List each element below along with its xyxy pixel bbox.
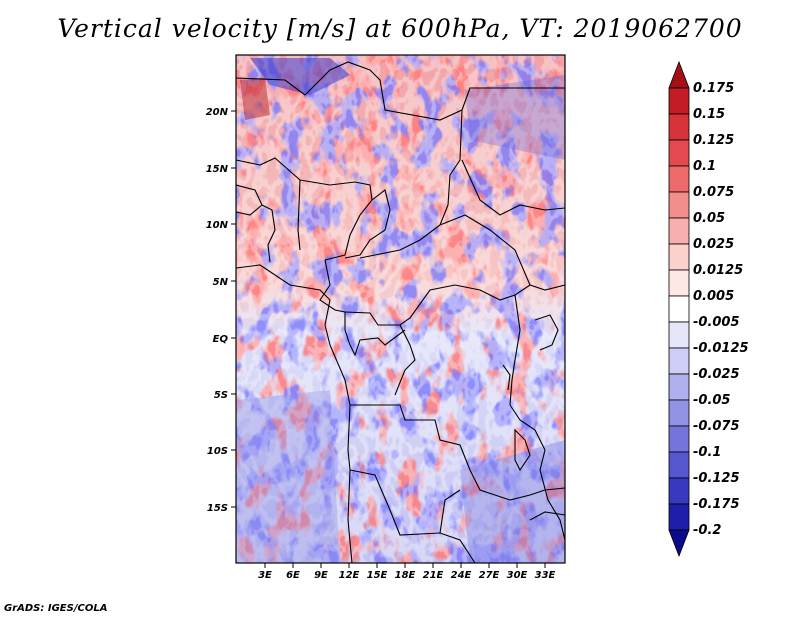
colorbar-swatch [668,477,690,505]
colorbar-level-label: -0.175 [693,497,740,512]
colorbar-level-label: -0.2 [693,523,721,538]
plot-frame [235,54,566,564]
colorbar-swatch [668,451,690,479]
colorbar-swatch [668,60,690,89]
x-tick-label: 3E [258,570,272,581]
colorbar-swatch [668,87,690,115]
y-tick-label: 5N [213,277,229,288]
y-tick-label: EQ [213,334,229,345]
colorbar-level-label: -0.025 [693,367,740,382]
colorbar-level-label: 0.0125 [693,263,743,278]
colorbar-level-label: -0.1 [693,445,721,460]
colorbar-swatch [668,113,690,141]
colorbar-level-label: -0.0125 [693,341,749,356]
y-tick-label: 15S [207,503,228,514]
x-tick-label: 12E [339,570,360,581]
colorbar-swatch [668,243,690,271]
x-tick-label: 9E [314,570,328,581]
colorbar-level-label: -0.005 [693,315,740,330]
colorbar-swatch [668,191,690,219]
colorbar-swatch [668,373,690,401]
colorbar-swatch [668,347,690,375]
dark-red-region-north [240,78,270,120]
colorbar-level-label: 0.15 [693,107,725,122]
x-tick-label: 6E [286,570,300,581]
y-tick-label: 10N [206,220,229,231]
colorbar-level-label: -0.05 [693,393,730,408]
x-tick-label: 27E [479,570,500,581]
colorbar-swatch [668,399,690,427]
colorbar-swatch [668,217,690,245]
colorbar-level-label: 0.005 [693,289,734,304]
colorbar-swatch [668,321,690,349]
footer-credit: GrADS: IGES/COLA [4,603,108,614]
colorbar-swatch [668,295,690,323]
colorbar-swatch [668,139,690,167]
x-tick-label: 24E [451,570,472,581]
colorbar-level-label: 0.05 [693,211,725,226]
colorbar-swatch [668,165,690,193]
x-tick-label: 21E [423,570,444,581]
y-tick-label: 15N [206,164,229,175]
country-borders [236,61,565,563]
axis-ticks: 3E 6E 9E 12E 15E 18E 21E 24E 27E 30E 33E 20N 15N 10N 5… [206,107,556,581]
x-tick-label: 18E [395,570,416,581]
y-tick-label: 5S [214,390,228,401]
colorbar-level-label: 0.175 [693,81,734,96]
colorbar: 0.175 0.15 0.125 0.1 0.075 0.05 0.025 0.0125 0.0… [668,60,749,558]
colorbar-level-label: 0.025 [693,237,734,252]
y-tick-label: 20N [206,107,229,118]
colorbar-level-label: 0.1 [693,159,716,174]
colorbar-swatch [668,503,690,531]
colorbar-level-label: 0.075 [693,185,734,200]
dark-blue-region-north [250,58,350,95]
x-tick-label: 15E [367,570,388,581]
colorbar-swatch [668,269,690,297]
colorbar-swatch [668,529,690,558]
x-tick-label: 33E [535,570,556,581]
blue-region-east [465,75,565,160]
x-tick-label: 30E [507,570,528,581]
plot-area [236,55,565,563]
y-tick-label: 10S [207,446,228,457]
colorbar-level-label: 0.125 [693,133,734,148]
field-contour-texture [236,55,565,563]
blue-region-southeast [460,440,565,563]
colorbar-level-label: -0.125 [693,471,740,486]
chart-title: Vertical velocity [m/s] at 600hPa, VT: 2… [57,14,743,43]
colorbar-swatch [668,425,690,453]
colorbar-level-label: -0.075 [693,419,740,434]
blue-region-southwest [236,390,340,563]
